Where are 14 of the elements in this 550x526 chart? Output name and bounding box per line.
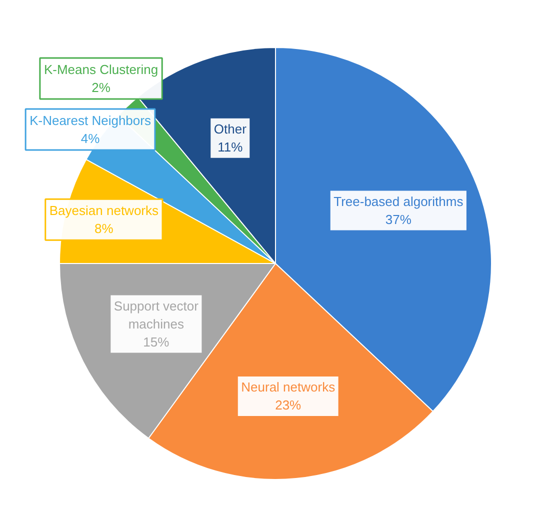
data-label: 11%: [218, 140, 244, 155]
data-label: 15%: [143, 334, 170, 350]
data-label: 23%: [275, 398, 302, 413]
data-label: 2%: [92, 80, 111, 96]
slice-label: K-Means Clustering: [44, 62, 158, 78]
slice-label: Bayesian networks: [49, 203, 159, 218]
data-label: 4%: [80, 131, 100, 146]
data-label: 37%: [385, 212, 412, 228]
slice-label: Other: [214, 122, 248, 137]
slice-label: Neural networks: [241, 380, 336, 395]
data-label: 8%: [94, 221, 114, 236]
slice-label: Tree-based algorithms: [334, 194, 464, 210]
slice-label: K-Nearest Neighbors: [30, 113, 152, 128]
slice-label: Support vector machines: [114, 298, 200, 332]
